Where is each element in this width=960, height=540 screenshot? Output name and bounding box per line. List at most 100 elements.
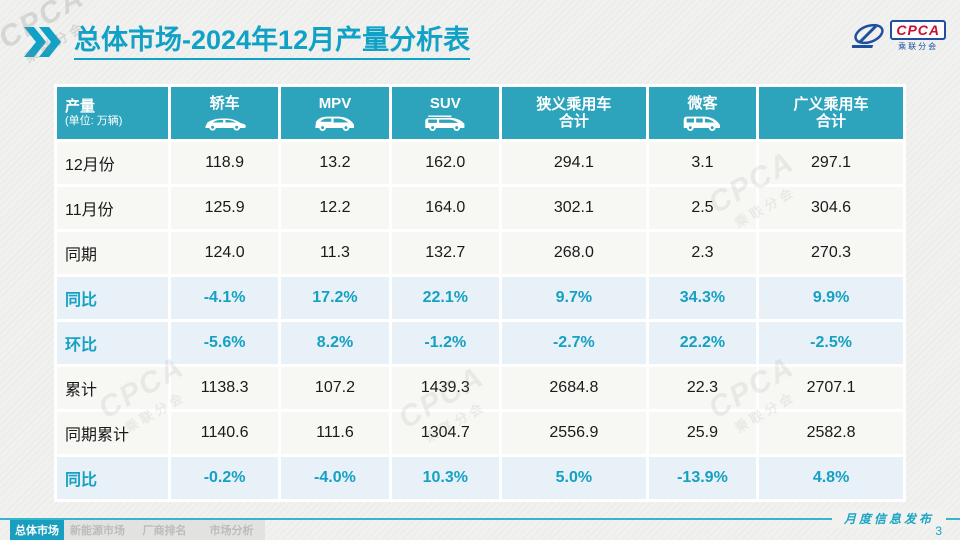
column-header-mpv: MPV bbox=[281, 87, 389, 139]
value-cell: 107.2 bbox=[281, 367, 389, 409]
value-cell: 124.0 bbox=[170, 232, 279, 274]
value-cell: -2.7% bbox=[501, 322, 646, 364]
mpv-icon bbox=[315, 116, 354, 131]
value-cell: 1138.3 bbox=[170, 367, 279, 409]
value-cell: 25.9 bbox=[648, 412, 757, 454]
table-row: 同期 124.0 11.3 132.7 268.0 2.3 270.3 bbox=[57, 232, 903, 274]
cpca-logo-text: CPCA 乘联分会 bbox=[890, 20, 946, 52]
value-cell: 10.3% bbox=[391, 457, 499, 499]
tab-overall-market[interactable]: 总体市场 bbox=[10, 520, 64, 540]
value-cell: 9.9% bbox=[759, 277, 903, 319]
title-row: 总体市场-2024年12月产量分析表 bbox=[24, 24, 471, 60]
table-row: 累计 1138.3 107.2 1439.3 2684.8 22.3 2707.1 bbox=[57, 367, 903, 409]
row-label: 环比 bbox=[57, 322, 168, 364]
value-cell: 1439.3 bbox=[391, 367, 499, 409]
table-row: 同比 -0.2% -4.0% 10.3% 5.0% -13.9% 4.8% bbox=[57, 457, 903, 499]
row-label: 同期 bbox=[57, 232, 168, 274]
footer-divider bbox=[0, 518, 960, 520]
value-cell: 2684.8 bbox=[501, 367, 646, 409]
value-cell: 294.1 bbox=[501, 142, 646, 184]
value-cell: 164.0 bbox=[391, 187, 499, 229]
publication-label: 月度信息发布 bbox=[831, 510, 946, 527]
tab-nev-market[interactable]: 新能源市场 bbox=[70, 525, 125, 537]
microvan-icon bbox=[684, 116, 721, 131]
value-cell: -0.2% bbox=[170, 457, 279, 499]
value-cell: 111.6 bbox=[281, 412, 389, 454]
value-cell: 2707.1 bbox=[759, 367, 903, 409]
table-row: 同期累计 1140.6 111.6 1304.7 2556.9 25.9 2582.8 bbox=[57, 412, 903, 454]
value-cell: -4.1% bbox=[170, 277, 279, 319]
table-header-row: 产量 (单位: 万辆) 轿车 MPV bbox=[57, 87, 903, 139]
value-cell: 297.1 bbox=[759, 142, 903, 184]
value-cell: 22.2% bbox=[648, 322, 757, 364]
value-cell: 2582.8 bbox=[759, 412, 903, 454]
table-row: 11月份 125.9 12.2 164.0 302.1 2.5 304.6 bbox=[57, 187, 903, 229]
table-row: 环比 -5.6% 8.2% -1.2% -2.7% 22.2% -2.5% bbox=[57, 322, 903, 364]
value-cell: 2.5 bbox=[648, 187, 757, 229]
value-cell: 162.0 bbox=[391, 142, 499, 184]
value-cell: 13.2 bbox=[281, 142, 389, 184]
value-cell: 118.9 bbox=[170, 142, 279, 184]
row-label: 同比 bbox=[57, 277, 168, 319]
row-label: 11月份 bbox=[57, 187, 168, 229]
value-cell: -5.6% bbox=[170, 322, 279, 364]
value-cell: 12.2 bbox=[281, 187, 389, 229]
value-cell: 5.0% bbox=[501, 457, 646, 499]
measure-unit: (单位: 万辆) bbox=[65, 115, 123, 127]
column-header-narrow-pv-total: 狭义乘用车 合计 bbox=[501, 87, 646, 139]
value-cell: 11.3 bbox=[281, 232, 389, 274]
column-header-measure: 产量 (单位: 万辆) bbox=[57, 87, 168, 139]
column-header-suv: SUV bbox=[391, 87, 499, 139]
value-cell: 9.7% bbox=[501, 277, 646, 319]
page-number: 3 bbox=[935, 524, 942, 538]
value-cell: 1140.6 bbox=[170, 412, 279, 454]
page-title-rest: -2024年12月产量分析表 bbox=[182, 25, 471, 55]
value-cell: 17.2% bbox=[281, 277, 389, 319]
column-header-sedan: 轿车 bbox=[170, 87, 279, 139]
value-cell: 22.1% bbox=[391, 277, 499, 319]
row-label: 同比 bbox=[57, 457, 168, 499]
value-cell: -1.2% bbox=[391, 322, 499, 364]
value-cell: 22.3 bbox=[648, 367, 757, 409]
table-row: 同比 -4.1% 17.2% 22.1% 9.7% 34.3% 9.9% bbox=[57, 277, 903, 319]
value-cell: 132.7 bbox=[391, 232, 499, 274]
value-cell: -4.0% bbox=[281, 457, 389, 499]
table-body: 12月份 118.9 13.2 162.0 294.1 3.1 297.1 11月份 12… bbox=[57, 142, 903, 499]
value-cell: 34.3% bbox=[648, 277, 757, 319]
value-cell: 2556.9 bbox=[501, 412, 646, 454]
value-cell: -2.5% bbox=[759, 322, 903, 364]
value-cell: 125.9 bbox=[170, 187, 279, 229]
production-table-wrap: 产量 (单位: 万辆) 轿车 MPV bbox=[54, 84, 906, 502]
value-cell: 302.1 bbox=[501, 187, 646, 229]
value-cell: 4.8% bbox=[759, 457, 903, 499]
production-table: 产量 (单位: 万辆) 轿车 MPV bbox=[54, 84, 906, 502]
double-chevron-icon bbox=[24, 27, 61, 57]
row-label: 累计 bbox=[57, 367, 168, 409]
footer-tabs: 总体市场 新能源市场 厂商排名 市场分析 bbox=[10, 520, 265, 540]
value-cell: 270.3 bbox=[759, 232, 903, 274]
value-cell: 2.3 bbox=[648, 232, 757, 274]
sedan-icon bbox=[204, 117, 246, 131]
value-cell: 268.0 bbox=[501, 232, 646, 274]
column-header-broad-pv-total: 广义乘用车 合计 bbox=[759, 87, 903, 139]
measure-title: 产量 bbox=[65, 98, 96, 115]
value-cell: -13.9% bbox=[648, 457, 757, 499]
cpca-swoosh-icon bbox=[852, 23, 885, 48]
value-cell: 8.2% bbox=[281, 322, 389, 364]
cpca-logo: CPCA 乘联分会 bbox=[852, 20, 946, 52]
value-cell: 1304.7 bbox=[391, 412, 499, 454]
table-row: 12月份 118.9 13.2 162.0 294.1 3.1 297.1 bbox=[57, 142, 903, 184]
row-label: 12月份 bbox=[57, 142, 168, 184]
suv-icon bbox=[425, 115, 465, 131]
page-title-section: 总体市场 bbox=[74, 25, 182, 55]
cpca-logo-acronym: CPCA bbox=[890, 20, 946, 40]
column-header-microvan: 微客 bbox=[648, 87, 757, 139]
tab-market-analysis[interactable]: 市场分析 bbox=[209, 525, 254, 537]
tab-oem-ranking[interactable]: 厂商排名 bbox=[142, 525, 187, 537]
value-cell: 3.1 bbox=[648, 142, 757, 184]
row-label: 同期累计 bbox=[57, 412, 168, 454]
cpca-logo-subtext: 乘联分会 bbox=[898, 42, 939, 51]
page-title: 总体市场-2024年12月产量分析表 bbox=[74, 24, 471, 60]
value-cell: 304.6 bbox=[759, 187, 903, 229]
